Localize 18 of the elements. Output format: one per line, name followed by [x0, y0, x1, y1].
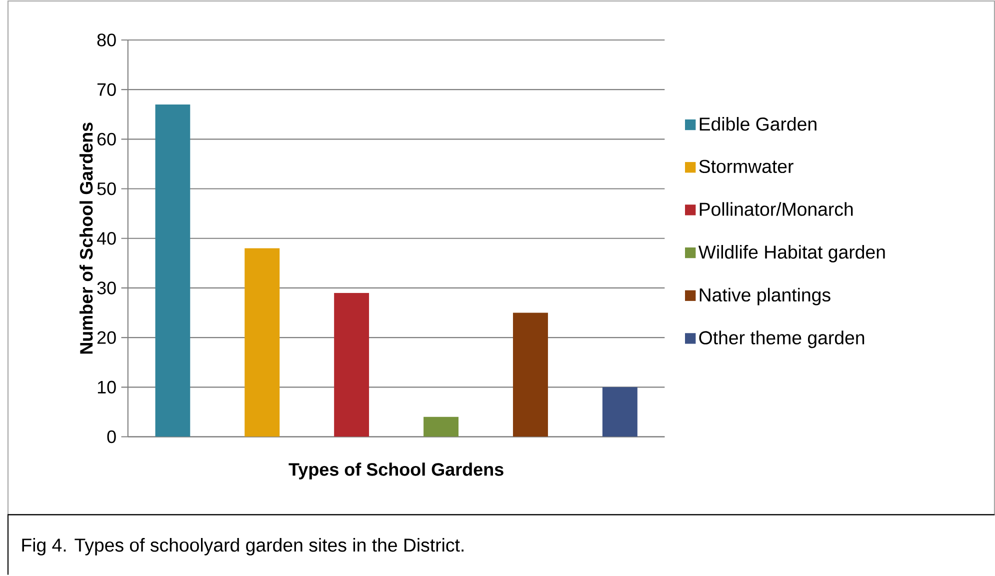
y-tick-label: 10: [98, 380, 116, 394]
y-tick-label: 30: [97, 282, 116, 294]
legend-label: Stormwater: [699, 160, 794, 174]
y-tick-label: 80: [97, 34, 116, 47]
y-tick-label: 70: [97, 83, 116, 96]
y-tick-label: 50: [97, 182, 116, 196]
y-tick-label: 40: [96, 232, 116, 245]
y-tick-label: 60: [97, 132, 116, 146]
caption: Fig 4. Types of schoolyard garden sites in the District.: [22, 538, 464, 556]
y-tick-label: 0: [107, 430, 116, 444]
y-tick-label: 20: [97, 331, 116, 344]
legend-label: Native plantings: [700, 288, 830, 306]
legend-label: Edible Garden: [700, 117, 816, 131]
legend-label: Pollinator/Monarch: [700, 202, 853, 216]
x-axis-title: Types of School Gardens: [288, 462, 504, 480]
legend-label: Other theme garden: [699, 330, 864, 348]
legend-label: Wildlife Habitat garden: [698, 245, 885, 263]
y-axis-title: Number of School Gardens: [80, 122, 93, 354]
